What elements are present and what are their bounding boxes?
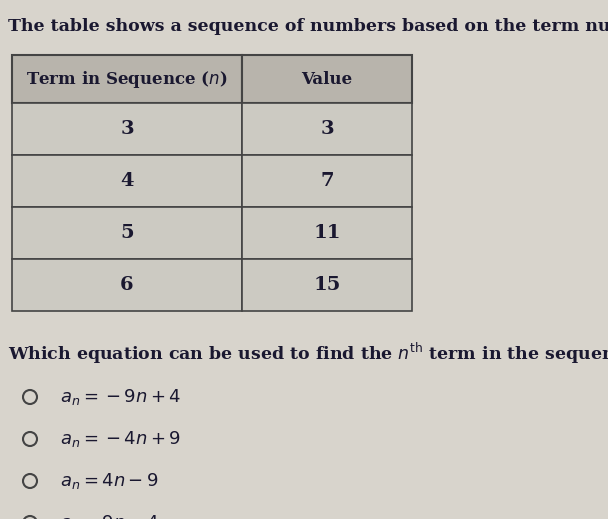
Text: The table shows a sequence of numbers based on the term number, n: The table shows a sequence of numbers ba… — [8, 18, 608, 35]
Bar — [242, 207, 412, 259]
Text: 7: 7 — [320, 172, 334, 190]
Text: $a_n = -4n + 9$: $a_n = -4n + 9$ — [60, 429, 181, 449]
Bar — [242, 103, 412, 155]
Bar — [12, 259, 242, 311]
Bar — [12, 103, 242, 155]
Text: Value: Value — [302, 71, 353, 88]
Text: $a_n = -9n + 4$: $a_n = -9n + 4$ — [60, 387, 181, 407]
Bar — [12, 207, 242, 259]
Text: 3: 3 — [120, 120, 134, 138]
Text: $a_n = 4n - 9$: $a_n = 4n - 9$ — [60, 471, 159, 491]
Text: 15: 15 — [313, 276, 340, 294]
Text: 4: 4 — [120, 172, 134, 190]
Text: 11: 11 — [313, 224, 340, 242]
Bar — [242, 155, 412, 207]
Bar — [12, 155, 242, 207]
Text: 3: 3 — [320, 120, 334, 138]
Text: Term in Sequence ($n$): Term in Sequence ($n$) — [26, 69, 227, 89]
Text: 5: 5 — [120, 224, 134, 242]
Text: $a_n = 9n - 4$: $a_n = 9n - 4$ — [60, 513, 159, 519]
Text: Which equation can be used to find the $n^{\mathrm{th}}$ term in the sequence?: Which equation can be used to find the $… — [8, 341, 608, 366]
Text: 6: 6 — [120, 276, 134, 294]
Bar — [242, 259, 412, 311]
Bar — [12, 55, 242, 103]
Bar — [242, 55, 412, 103]
